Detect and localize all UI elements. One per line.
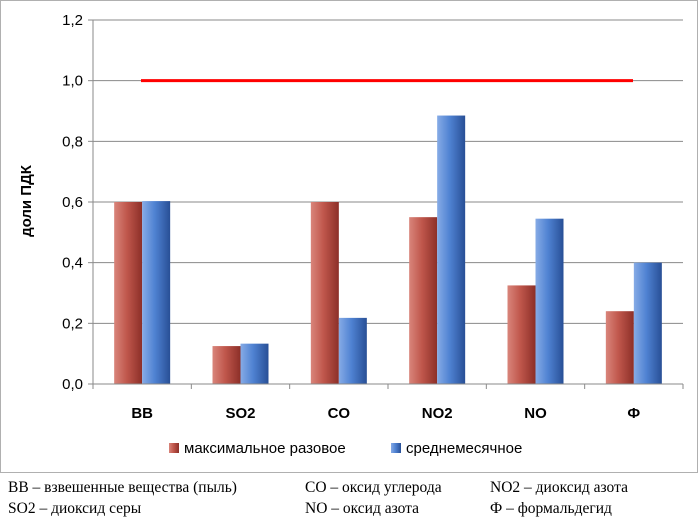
bar-mean-0 xyxy=(142,201,171,384)
category-label: NO2 xyxy=(422,405,453,422)
y-tick-label: 0,8 xyxy=(62,133,83,150)
footnote-f: Ф – формальдегид xyxy=(490,500,612,517)
y-tick-label: 0,4 xyxy=(62,255,83,272)
y-tick-label: 1,2 xyxy=(62,12,83,29)
bar-mean-3 xyxy=(437,115,466,385)
bar-max-5 xyxy=(605,311,634,384)
bar-mean-5 xyxy=(633,262,662,384)
category-label: CO xyxy=(328,405,351,422)
category-label: SO2 xyxy=(225,405,255,422)
bar-max-0 xyxy=(114,202,143,384)
y-tick-label: 1,0 xyxy=(62,73,83,90)
y-axis-label: доли ПДК xyxy=(18,164,35,237)
y-tick-label: 0,0 xyxy=(62,376,83,393)
legend-label-1: среднемесячное xyxy=(406,440,522,457)
bar-max-2 xyxy=(310,202,339,384)
legend-label-0: максимальное разовое xyxy=(184,440,346,457)
footnote-no: NO – оксид азота xyxy=(305,500,420,517)
category-label: ВВ xyxy=(131,405,153,422)
legend-swatch-1 xyxy=(391,443,401,453)
bar-mean-4 xyxy=(535,218,564,384)
y-tick-label: 0,2 xyxy=(62,315,83,332)
bar-chart: 0,0 0,2 0,4 0,6 0,8 1,0 1,2 ВВ SO2 CO NO2 NO Ф доли … xyxy=(18,12,684,457)
bar-max-1 xyxy=(212,346,241,384)
footnote-so2: SO2 – диоксид серы xyxy=(8,500,142,517)
footnote-no2: NO2 – диоксид азота xyxy=(490,479,628,496)
footnote-co: CO – оксид углерода xyxy=(305,479,442,496)
footnotes: ВВ – взвешенные вещества (пыль) CO – окс… xyxy=(0,475,700,522)
category-label: Ф xyxy=(627,405,640,422)
bar-mean-1 xyxy=(240,343,269,384)
chart-frame: 0,0 0,2 0,4 0,6 0,8 1,0 1,2 ВВ SO2 CO NO2 NO Ф доли … xyxy=(0,0,698,473)
legend-swatch-0 xyxy=(169,443,179,453)
category-label: NO xyxy=(524,405,547,422)
footnote-vv: ВВ – взвешенные вещества (пыль) xyxy=(8,479,237,496)
bar-max-3 xyxy=(409,217,438,384)
y-tick-label: 0,6 xyxy=(62,194,83,211)
bar-max-4 xyxy=(507,285,536,384)
bar-mean-2 xyxy=(338,317,367,384)
